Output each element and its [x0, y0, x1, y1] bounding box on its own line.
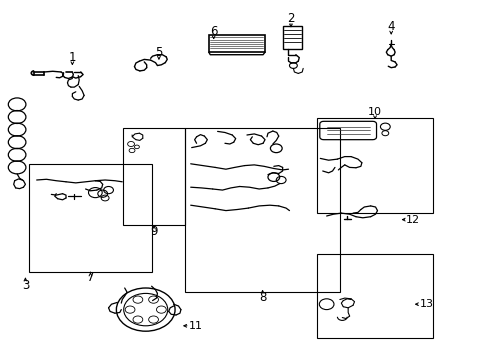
Text: 6: 6: [209, 25, 217, 38]
Text: 12: 12: [406, 215, 419, 225]
Text: 4: 4: [386, 21, 394, 33]
Text: 9: 9: [150, 225, 158, 238]
Bar: [123, 128, 184, 225]
Bar: [184, 128, 340, 292]
Text: 1: 1: [68, 51, 76, 64]
Text: 10: 10: [367, 107, 381, 117]
Text: 11: 11: [188, 321, 202, 331]
Bar: [316, 118, 432, 213]
Bar: [208, 35, 264, 52]
Bar: [316, 254, 432, 338]
Bar: [282, 26, 302, 49]
Text: 8: 8: [258, 291, 266, 304]
Bar: [29, 164, 151, 272]
Text: 5: 5: [155, 46, 163, 59]
Text: 13: 13: [419, 299, 432, 309]
Text: 2: 2: [286, 12, 294, 24]
Text: 7: 7: [86, 271, 94, 284]
Text: 3: 3: [21, 279, 29, 292]
